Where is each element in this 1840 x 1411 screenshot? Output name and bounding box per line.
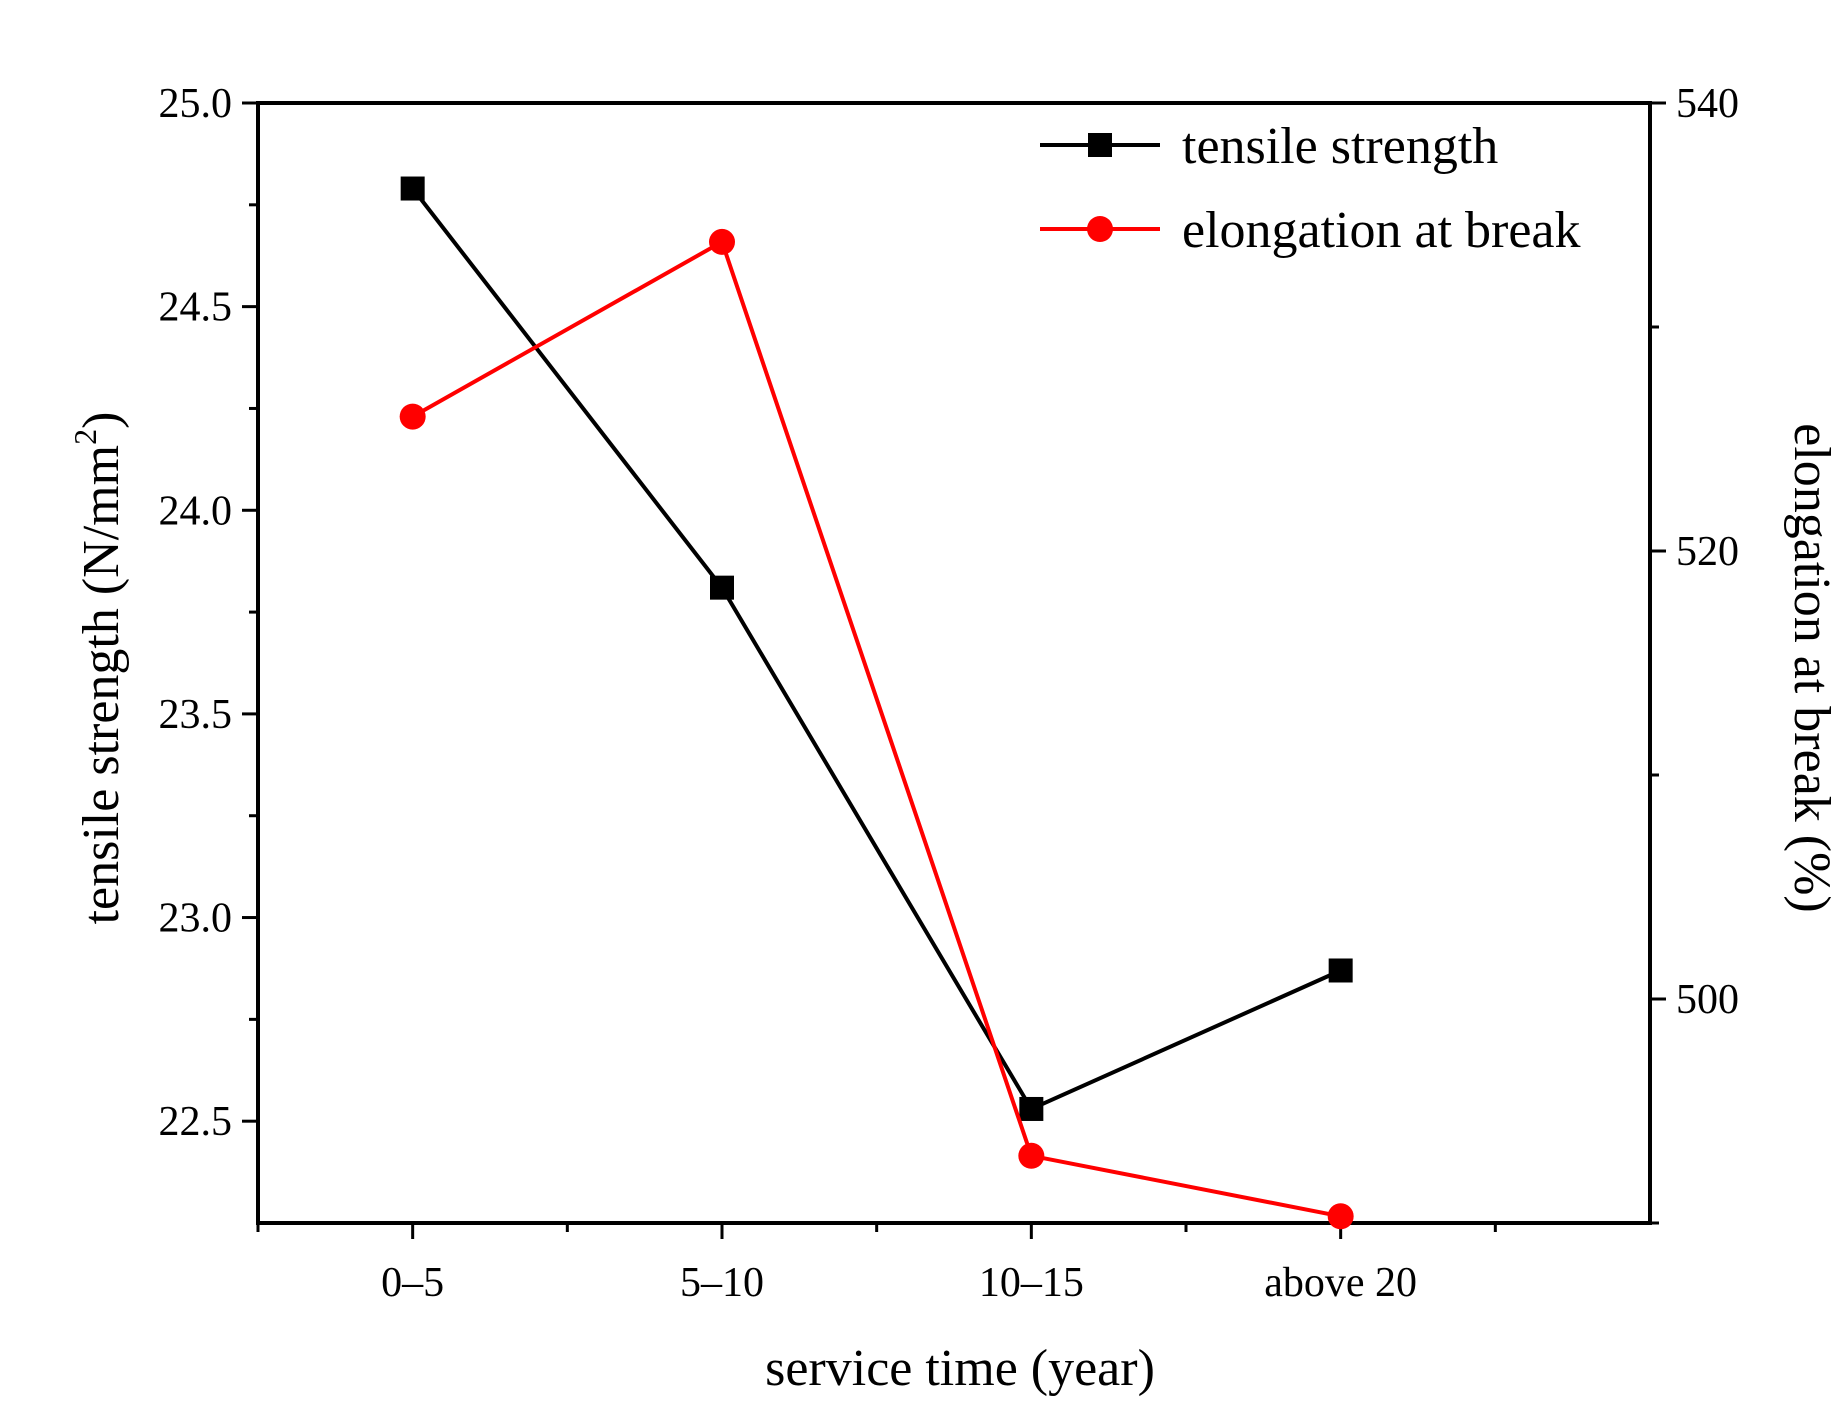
legend-label: elongation at break <box>1182 202 1581 259</box>
x-tick-label: 0–5 <box>381 1260 444 1306</box>
series-1-point <box>400 176 425 201</box>
y-left-tick-label: 24.5 <box>159 285 233 331</box>
x-tick-label: above 20 <box>1264 1260 1417 1306</box>
y-axis-left-title-sup: 2 <box>67 429 103 445</box>
x-tick-label: 10–15 <box>979 1260 1084 1306</box>
series-1-point <box>710 575 734 600</box>
series-2-point <box>399 403 426 430</box>
y-left-tick-label: 22.5 <box>159 1099 233 1145</box>
legend-swatch-marker <box>1088 133 1112 157</box>
x-axis-title: service time (year) <box>765 1340 1155 1397</box>
y-left-tick-label: 23.0 <box>159 896 233 942</box>
legend-swatch-marker <box>1087 216 1113 242</box>
series-layer <box>399 176 1354 1230</box>
legend: tensile strength elongation at break <box>1040 118 1581 259</box>
series-line-2 <box>411 238 1342 1219</box>
y-right-tick-label: 540 <box>1676 81 1739 127</box>
y-left-tick-label: 23.5 <box>159 692 233 738</box>
series-2-point <box>1327 1203 1354 1230</box>
y-right-tick-label: 520 <box>1676 529 1739 575</box>
series-1-point <box>1019 1096 1044 1121</box>
y-axis-left-title: tensile strength (N/mm2) <box>67 412 130 925</box>
y-axis-left-title-main: tensile strength (N/mm <box>73 445 130 924</box>
plot-frame <box>256 101 1652 1225</box>
y-axis-right-title: elongation at break (%) <box>1783 423 1840 912</box>
x-tick-label: 5–10 <box>680 1260 764 1306</box>
legend-label: tensile strength <box>1182 118 1498 175</box>
y-left-tick-label: 24.0 <box>159 488 233 534</box>
axes: 22.5 23.0 23.5 24.0 24.5 25.0 500 520 540 0–5 5–10… <box>159 81 1740 1306</box>
series-1-point <box>1328 958 1353 983</box>
y-right-tick-label: 500 <box>1676 977 1739 1023</box>
series-2-point <box>1018 1142 1045 1169</box>
y-axis-left-title-end: ) <box>73 412 130 429</box>
series-line-1 <box>411 187 1342 1112</box>
series-2-point <box>709 228 735 255</box>
y-left-tick-label: 25.0 <box>159 81 233 127</box>
